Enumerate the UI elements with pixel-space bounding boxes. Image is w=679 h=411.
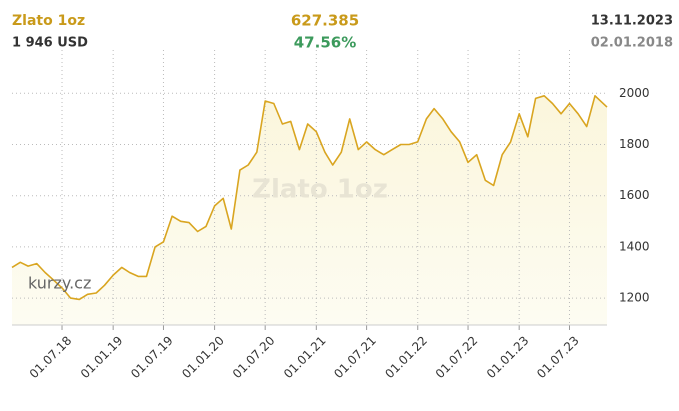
x-tick-label: 01.07.21 bbox=[331, 333, 379, 381]
x-tick-label: 01.07.23 bbox=[534, 333, 582, 381]
x-tick-label: 01.01.22 bbox=[382, 333, 430, 381]
x-tick-label: 01.07.22 bbox=[433, 333, 481, 381]
x-tick-label: 01.01.21 bbox=[281, 333, 329, 381]
x-tick-label: 01.01.23 bbox=[484, 333, 532, 381]
y-tick-label: 1400 bbox=[619, 239, 650, 253]
subtitle: 1 946 USD bbox=[12, 36, 88, 51]
x-tick-label: 01.07.19 bbox=[128, 333, 176, 381]
logo: kurzy.cz bbox=[28, 274, 91, 293]
price-line bbox=[11, 95, 608, 301]
area-fill bbox=[12, 95, 607, 325]
change-percent: 47.56% bbox=[294, 34, 356, 52]
y-tick-label: 1800 bbox=[619, 137, 650, 151]
start-date: 02.01.2018 bbox=[591, 36, 673, 51]
y-tick-label: 2000 bbox=[619, 86, 650, 100]
change: 627.385 bbox=[291, 12, 359, 30]
x-tick-label: 01.07.18 bbox=[27, 333, 75, 381]
end-date: 13.11.2023 bbox=[591, 14, 673, 29]
y-tick-label: 1200 bbox=[619, 291, 650, 305]
x-tick-label: 01.01.20 bbox=[179, 333, 227, 381]
y-tick-label: 1600 bbox=[619, 188, 650, 202]
watermark-title: Zlato 1oz bbox=[252, 175, 388, 205]
x-tick-label: 01.07.20 bbox=[230, 333, 278, 381]
x-tick-label: 01.01.19 bbox=[78, 333, 126, 381]
title: Zlato 1oz bbox=[12, 13, 85, 29]
